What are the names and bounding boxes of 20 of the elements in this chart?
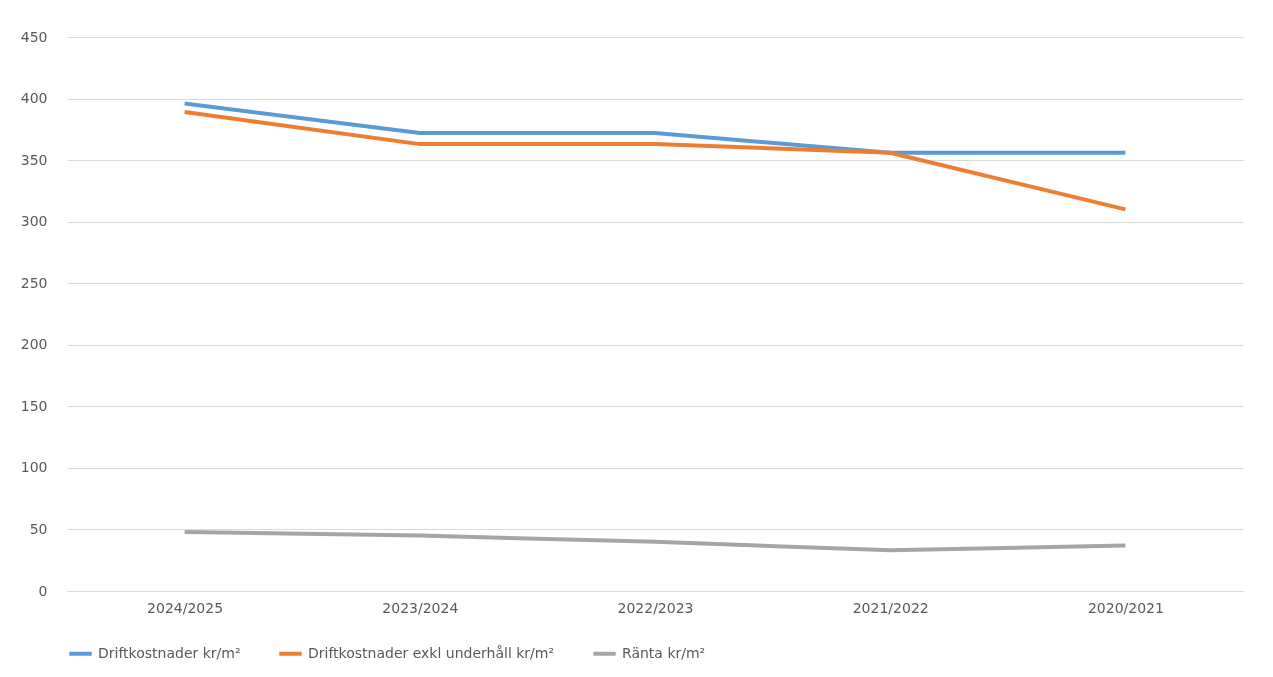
y-tick-label: 400: [20, 90, 48, 107]
line-series: [182, 110, 1128, 212]
y-tick-label: 0: [38, 582, 48, 599]
y-tick-label: 250: [20, 274, 48, 291]
y-tick-label: 50: [29, 520, 48, 537]
legend-label: Ränta kr/m²: [622, 644, 706, 661]
x-tick-label: 2021/2022: [852, 599, 929, 616]
x-tick-label: 2023/2024: [382, 599, 459, 616]
legend-label: Driftkostnader exkl underhåll kr/m²: [308, 644, 555, 661]
y-tick-label: 150: [20, 397, 48, 414]
y-tick-label: 300: [20, 213, 48, 230]
legend-label: Driftkostnader kr/m²: [98, 644, 241, 661]
y-tick-label: 100: [20, 459, 48, 476]
y-tick-label: 450: [20, 28, 48, 45]
y-tick-label: 350: [20, 151, 48, 168]
x-tick-label: 2020/2021: [1087, 599, 1164, 616]
line-series: [182, 529, 1128, 553]
x-tick-label: 2024/2025: [147, 599, 224, 616]
y-tick-label: 200: [20, 336, 48, 353]
x-tick-label: 2022/2023: [617, 599, 694, 616]
